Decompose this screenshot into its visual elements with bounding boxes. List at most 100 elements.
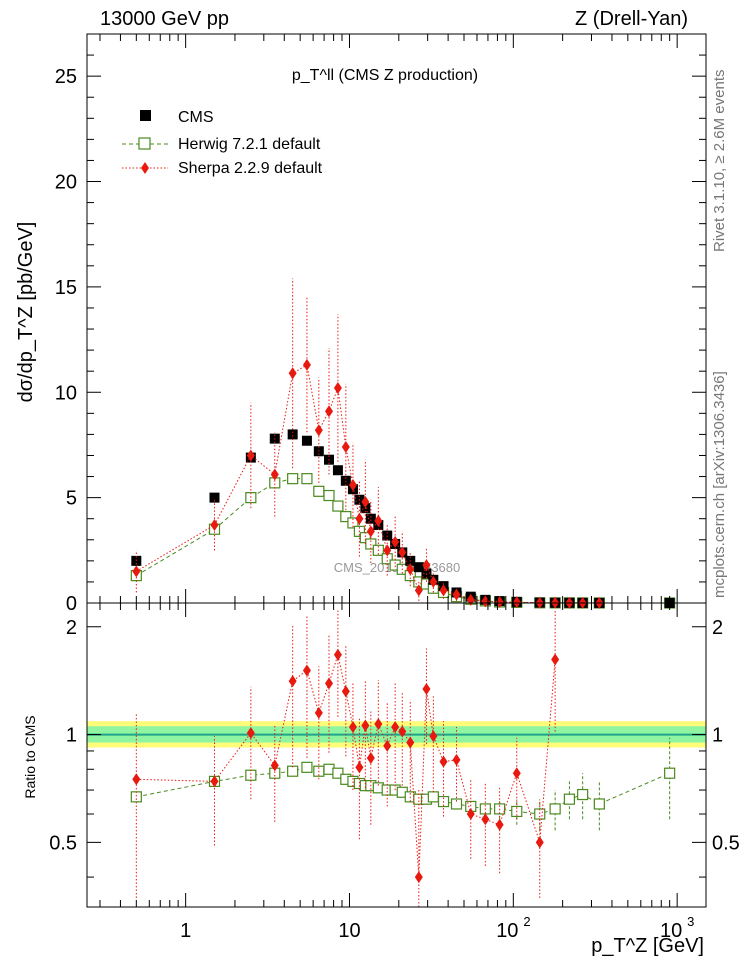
main-sherpa-point: [439, 584, 448, 597]
main-sherpa-point: [398, 546, 407, 559]
energy-label: 13000 GeV pp: [100, 8, 229, 30]
ratio-sherpa-point: [429, 730, 438, 743]
main-sherpa-point: [246, 449, 255, 462]
main-sherpa-point: [288, 367, 297, 380]
main-cms-point: [332, 465, 343, 476]
process-label: Z (Drell-Yan): [575, 8, 688, 30]
ratio-sherpa-point: [551, 653, 560, 666]
ratio-herwig-point: [450, 798, 463, 810]
legend-cms-label: CMS: [178, 109, 214, 126]
main-cms-point: [209, 492, 220, 503]
main-sherpa-point: [361, 495, 370, 508]
ratio-herwig-point: [534, 808, 546, 820]
ratio-sherpa-point: [452, 753, 461, 766]
main-cms-point: [365, 513, 376, 524]
main-y-tick-label: 15: [55, 277, 77, 299]
ratio-y-tick-label-right: 2: [712, 617, 723, 639]
main-y-axis-label: dσ/dp_T^Z [pb/GeV]: [15, 222, 37, 403]
ratio-y-tick-label: 2: [66, 617, 77, 639]
main-cms-point: [413, 562, 424, 573]
ratio-y-tick-label-right: 0.5: [712, 832, 740, 854]
ratio-sherpa-point: [361, 719, 370, 732]
main-cms-point: [382, 530, 393, 541]
ratio-herwig-point: [563, 793, 576, 805]
main-sherpa-point: [325, 405, 334, 418]
ratio-sherpa-point: [355, 761, 364, 774]
main-sherpa-point: [429, 575, 438, 588]
main-sherpa-point: [355, 512, 364, 525]
ratio-sherpa-point: [414, 871, 423, 884]
main-sherpa-point: [270, 468, 279, 481]
main-herwig-point: [301, 473, 313, 485]
main-sherpa-point: [366, 525, 375, 538]
ratio-y-tick-label-right: 1: [712, 725, 723, 747]
main-herwig-point: [313, 485, 325, 497]
ratio-sherpa-point: [132, 773, 141, 786]
ratio-sherpa-point: [535, 836, 544, 849]
main-sherpa-point: [210, 519, 219, 532]
main-y-tick-label: 10: [55, 382, 77, 404]
main-cms-point: [301, 435, 312, 446]
main-sherpa-point: [406, 563, 415, 576]
legend-herwig-label: Herwig 7.2.1 default: [178, 136, 321, 153]
ratio-y-tick-label: 1: [66, 725, 77, 747]
main-sherpa-point: [452, 588, 461, 601]
ratio-sherpa-point: [246, 727, 255, 740]
x-tick-label: 10: [338, 920, 360, 942]
ratio-sherpa-point: [270, 759, 279, 772]
legend-sherpa-marker: [141, 162, 149, 174]
main-sherpa-point: [414, 584, 423, 597]
x-tick-label-exponent: 2: [523, 914, 530, 929]
ratio-sherpa-point: [366, 752, 375, 765]
legend: CMS Herwig 7.2.1 default Sherpa 2.2.9 de…: [122, 109, 323, 177]
plot-title: p_T^ll (CMS Z production): [292, 67, 478, 84]
x-tick-label: 1: [180, 920, 191, 942]
ratio-herwig-point: [130, 791, 142, 803]
ratio-sherpa-point: [314, 706, 323, 719]
ratio-herwig-point: [332, 767, 344, 779]
legend-herwig-marker: [138, 137, 151, 150]
x-axis-label: p_T^Z [GeV]: [591, 935, 704, 957]
ratio-sherpa-point: [481, 813, 490, 826]
main-sherpa-point: [422, 559, 431, 572]
main-sherpa-point: [314, 424, 323, 437]
ratio-sherpa-point: [512, 767, 521, 780]
main-y-tick-label: 25: [55, 66, 77, 88]
main-sherpa-point: [348, 478, 357, 491]
ratio-sherpa-point: [333, 648, 342, 661]
x-tick-label: 10: [660, 920, 682, 942]
ratio-sherpa-point: [302, 664, 311, 677]
x-tick-label: 10: [496, 920, 518, 942]
ratio-sherpa-point: [398, 725, 407, 738]
ratio-herwig-point: [427, 791, 439, 803]
ratio-herwig-point: [593, 798, 605, 810]
main-sherpa-point: [481, 595, 490, 608]
main-sherpa-point: [383, 544, 392, 557]
main-sherpa-point: [302, 358, 311, 371]
ratio-herwig-point: [549, 803, 561, 815]
main-herwig-point: [332, 500, 344, 512]
axes: 0 5 10 15 20 25 1 10 10 2 10 3 0.5 0.5 1 1 2 2: [49, 33, 740, 942]
ratio-sherpa-point: [466, 808, 475, 821]
rivet-version-label: Rivet 3.1.10, ≥ 2.6M events: [711, 70, 728, 253]
ratio-y-axis-label: Ratio to CMS: [22, 715, 38, 798]
ratio-panel-data: [130, 610, 676, 907]
ratio-sherpa-point: [439, 755, 448, 768]
main-herwig-point: [287, 473, 299, 485]
main-herwig-point: [340, 510, 352, 523]
ratio-herwig-point: [577, 788, 589, 801]
ratio-y-tick-label: 0.5: [49, 832, 77, 854]
ratio-sherpa-point: [383, 739, 392, 752]
ratio-sherpa-point: [495, 818, 504, 831]
ratio-panel-frame: [86, 602, 707, 908]
ratio-herwig-point: [245, 769, 257, 781]
mcplots-label: mcplots.cern.ch [arXiv:1306.3436]: [711, 371, 728, 598]
main-cms-point: [287, 429, 298, 440]
ratio-sherpa-point: [210, 775, 219, 788]
ratio-sherpa-point: [391, 720, 400, 733]
main-y-tick-label: 20: [55, 172, 77, 194]
ratio-sherpa-point: [325, 677, 334, 690]
ratio-sherpa-point: [422, 683, 431, 696]
main-cms-point: [340, 475, 351, 486]
ratio-herwig-point: [287, 765, 299, 777]
